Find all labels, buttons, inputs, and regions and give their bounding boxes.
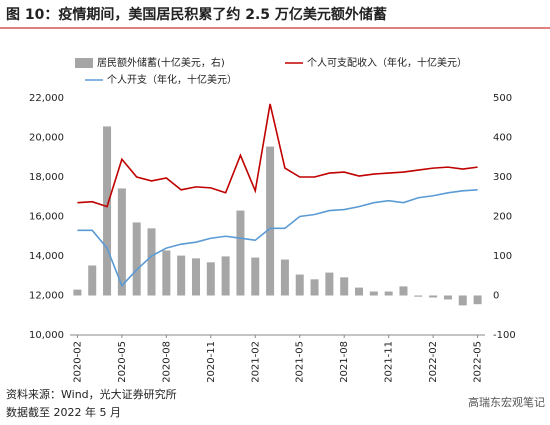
x-tick-label: 2022-05 [473,341,484,383]
bar [295,274,304,296]
bar [103,126,112,296]
y-tick-label: 20,000 [29,133,64,144]
bar [162,250,171,296]
bar [473,295,482,305]
bar [458,295,467,306]
y2-tick-label: -100 [493,330,516,341]
bar [325,272,334,296]
x-tick-label: 2020-11 [206,341,217,383]
x-tick-label: 2021-05 [295,341,306,383]
note: 数据截至 2022 年 5 月 [6,405,121,419]
y-tick-label: 10,000 [29,330,64,341]
y-tick-label: 22,000 [29,93,64,104]
line [77,103,478,208]
y-tick-label: 16,000 [29,212,64,223]
y2-tick-label: 300 [493,172,512,183]
y-tick-label: 12,000 [29,291,64,302]
legend-label: 居民额外储蓄(十亿美元，右) [97,56,225,69]
y-tick-label: 18,000 [29,172,64,183]
bar [340,277,349,296]
y2-tick-label: 0 [493,291,499,302]
bar [251,257,260,296]
y2-tick-label: 100 [493,251,512,262]
x-tick-label: 2021-02 [250,341,261,383]
x-tick-label: 2021-08 [339,341,350,383]
bar [355,287,364,296]
bar [147,228,156,296]
bar [206,262,215,296]
line [77,189,478,288]
bar [177,255,186,296]
bar [369,291,378,296]
bar [191,258,200,296]
bar [429,295,438,298]
source: 资料来源：Wind，光大证券研究所 [6,387,177,401]
legend-swatch [75,58,93,68]
bar [310,279,319,296]
bar [221,256,230,296]
bar [132,222,141,296]
chart-title: 图 10：疫情期间，美国居民积累了约 2.5 万亿美元额外储蓄 [6,6,387,23]
bar [280,259,289,296]
bar [236,210,245,296]
x-tick-label: 2020-02 [72,341,83,383]
bar [117,188,126,296]
x-tick-label: 2020-08 [161,341,172,383]
bar [443,295,452,300]
y2-tick-label: 200 [493,212,512,223]
y-tick-label: 14,000 [29,251,64,262]
legend-label: 个人开支（年化，十亿美元） [107,73,237,86]
y2-tick-label: 500 [493,93,512,104]
bar [73,289,82,296]
bar [88,265,97,296]
x-tick-label: 2020-05 [117,341,128,383]
bar [384,291,393,296]
legend-label: 个人可支配收入（年化，十亿美元） [307,56,467,69]
y2-tick-label: 400 [493,133,512,144]
x-tick-label: 2021-11 [384,341,395,383]
bar [414,295,423,297]
x-tick-label: 2022-02 [428,341,439,383]
bar [266,146,275,296]
watermark: 高瑞东宏观笔记 [468,395,545,409]
bar [399,286,408,296]
